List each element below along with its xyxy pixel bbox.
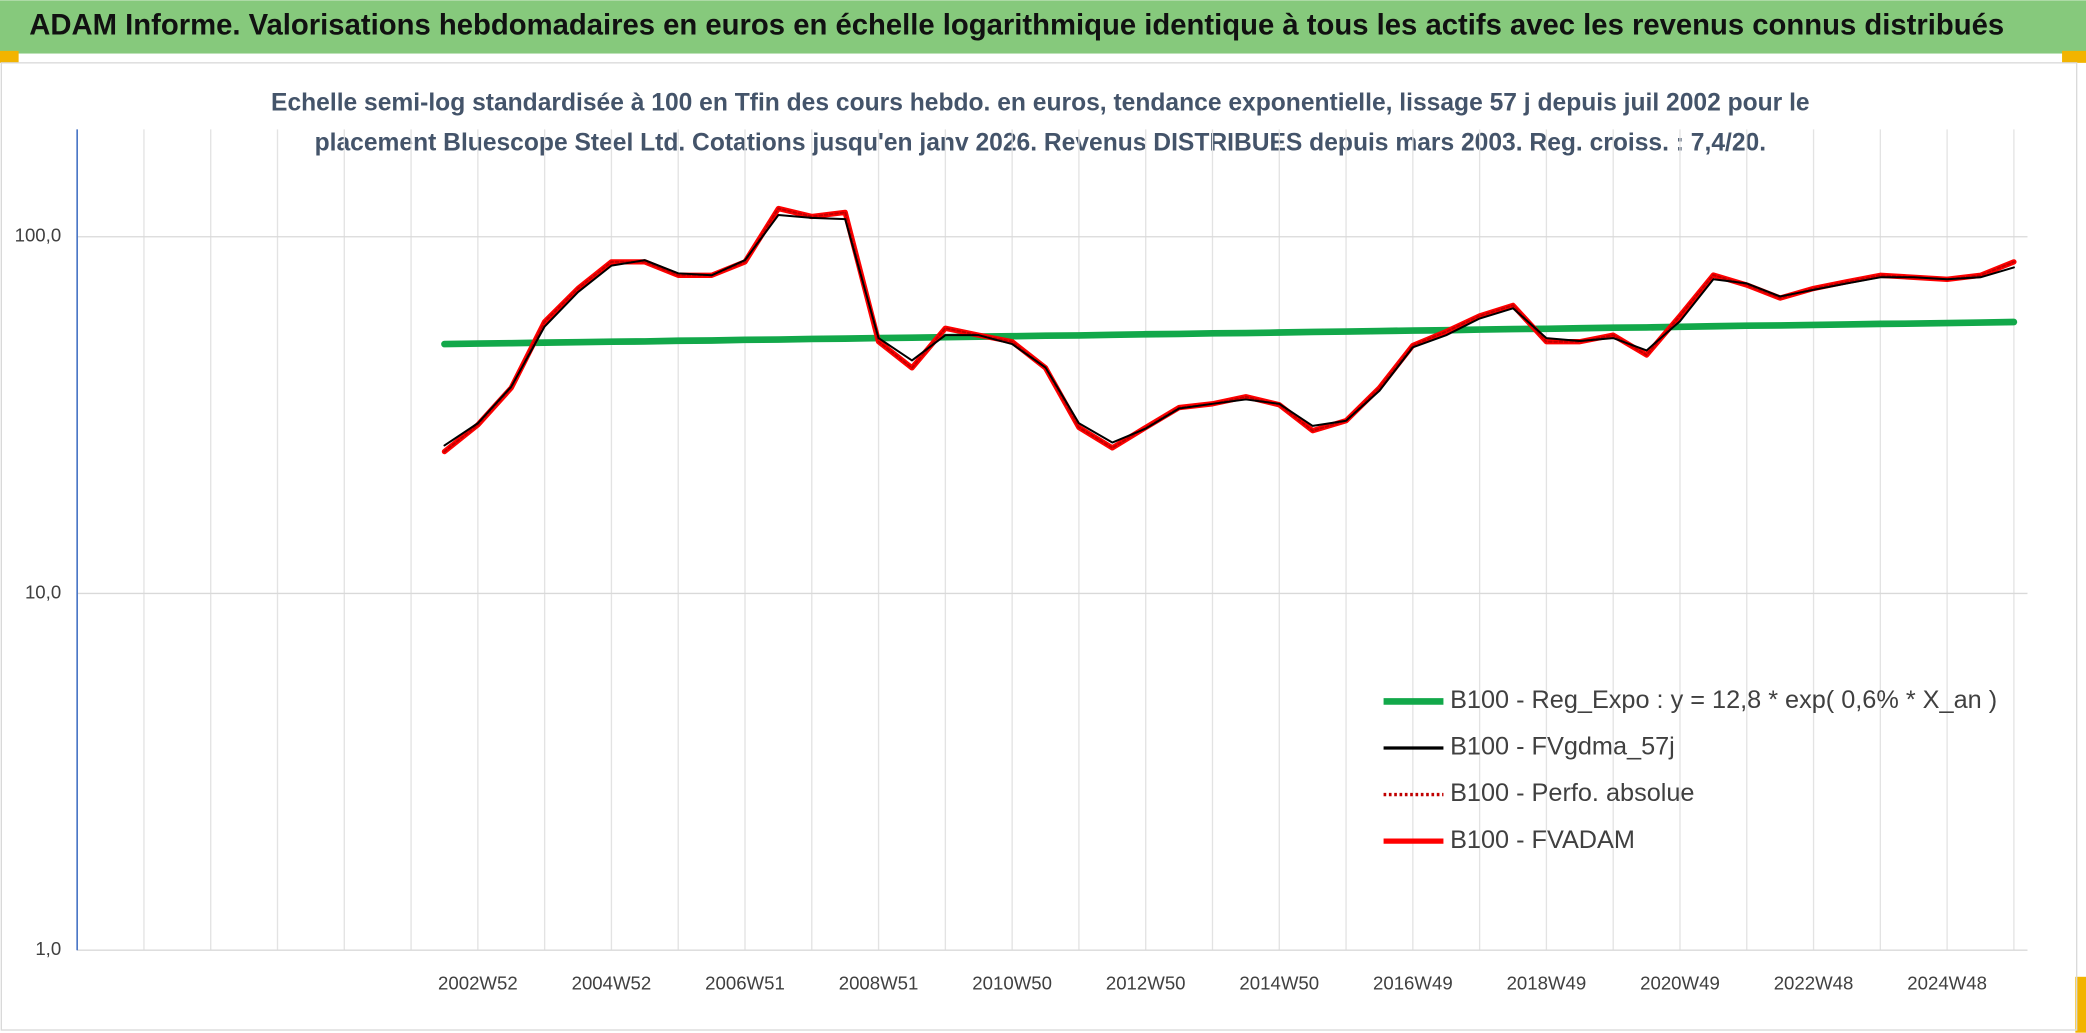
series-line xyxy=(441,318,2018,348)
legend-label: B100 - FVgdma_57j xyxy=(1450,733,1675,761)
x-tick-label: 2004W52 xyxy=(572,973,652,994)
x-tick-label: 2022W48 xyxy=(1774,973,1854,994)
x-tick-label: 2020W49 xyxy=(1640,973,1720,994)
corner-mark xyxy=(0,50,19,63)
x-tick-label: 2016W49 xyxy=(1373,973,1453,994)
x-tick-label: 2006W51 xyxy=(705,973,785,994)
corner-mark xyxy=(2075,976,2086,1033)
y-tick-label: 100,0 xyxy=(15,225,62,246)
chart-title: Echelle semi-log standardisée à 100 en T… xyxy=(271,90,1810,117)
legend-label: B100 - Perfo. absolue xyxy=(1450,779,1694,807)
x-tick-label: 2024W48 xyxy=(1907,973,1987,994)
x-tick-label: 2014W50 xyxy=(1239,973,1319,994)
x-tick-label: 2012W50 xyxy=(1106,973,1186,994)
banner-title: ADAM Informe. Valorisations hebdomadaire… xyxy=(29,10,2004,42)
legend-label: B100 - Reg_Expo : y = 12,8 * exp( 0,6% *… xyxy=(1450,686,1997,714)
x-tick-label: 2018W49 xyxy=(1507,973,1587,994)
y-tick-label: 10,0 xyxy=(25,581,61,602)
chart-border xyxy=(0,62,2078,1031)
x-tick-label: 2002W52 xyxy=(438,973,518,994)
x-tick-label: 2010W50 xyxy=(972,973,1052,994)
corner-mark xyxy=(2062,50,2086,63)
x-tick-label: 2008W51 xyxy=(839,973,919,994)
y-tick-label: 1,0 xyxy=(35,938,61,959)
series-line xyxy=(443,214,2015,447)
legend-label: B100 - FVADAM xyxy=(1450,826,1635,854)
chart-title: placement Bluescope Steel Ltd. Cotations… xyxy=(315,130,1766,157)
banner xyxy=(0,0,2086,54)
